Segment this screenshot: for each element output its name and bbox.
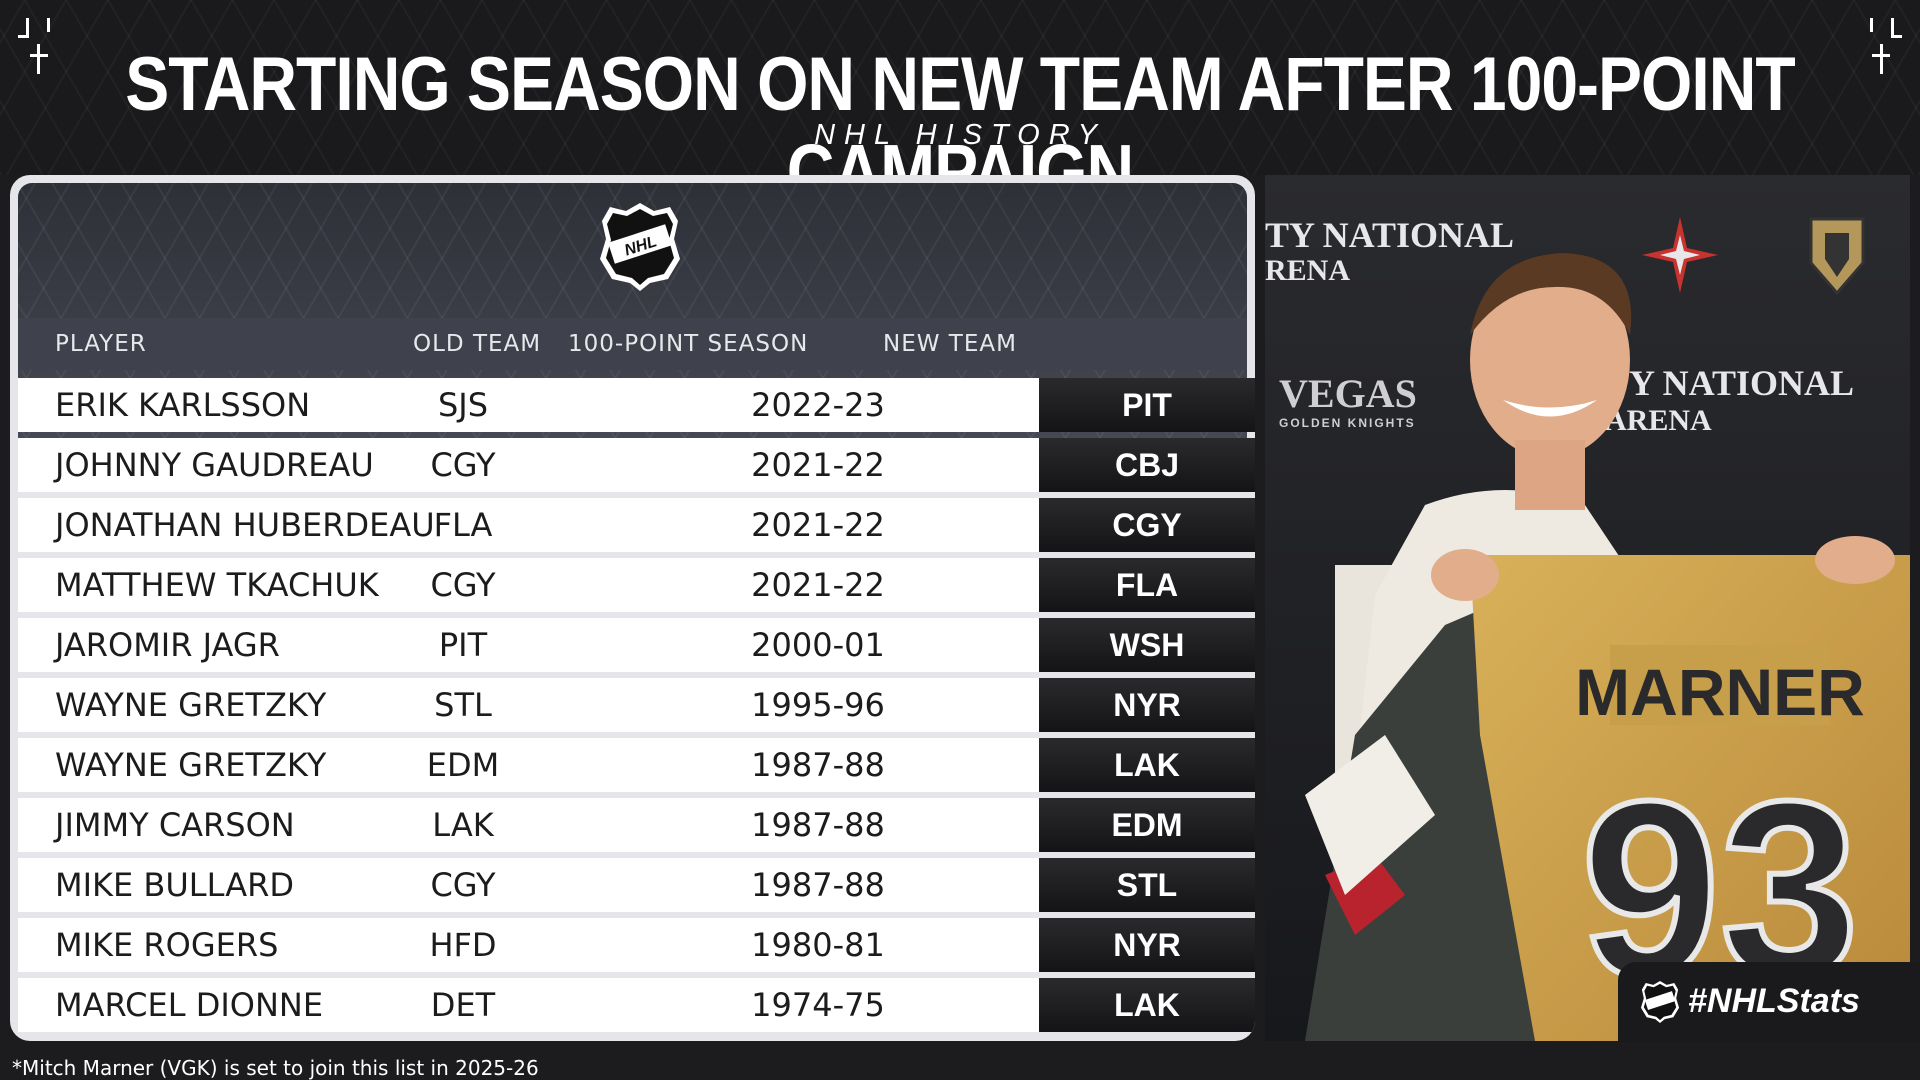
new-team: STL <box>1039 858 1255 912</box>
old-team: FLA <box>433 506 493 544</box>
column-header-old-team: OLD TEAM <box>413 331 542 357</box>
season: 2021-22 <box>751 446 885 484</box>
player-name: MARCEL DIONNE <box>55 986 324 1024</box>
table-row: JIMMY CARSON LAK 1987-88 EDM <box>18 798 1255 852</box>
new-team: LAK <box>1039 738 1255 792</box>
backdrop-text: GOLDEN KNIGHTS <box>1279 416 1416 430</box>
old-team: HFD <box>429 926 497 964</box>
table-row: MATTHEW TKACHUK CGY 2021-22 FLA <box>18 558 1255 612</box>
table-row: JOHNNY GAUDREAU CGY 2021-22 CBJ <box>18 438 1255 492</box>
backdrop-text: TY NATIONAL <box>1605 363 1854 403</box>
stats-hashtag: #NHLStats <box>1688 982 1860 1020</box>
table-row: WAYNE GRETZKY STL 1995-96 NYR <box>18 678 1255 732</box>
season: 2021-22 <box>751 506 885 544</box>
page-subtitle: NHL HISTORY <box>814 119 1106 151</box>
nhl-stats-badge: #NHLStats <box>1618 962 1920 1042</box>
old-team: CGY <box>430 866 496 904</box>
table-row: MARCEL DIONNE DET 1974-75 LAK <box>18 978 1255 1032</box>
old-team: DET <box>430 986 496 1024</box>
new-team: WSH <box>1039 618 1255 672</box>
old-team: PIT <box>438 626 488 664</box>
table-row: WAYNE GRETZKY EDM 1987-88 LAK <box>18 738 1255 792</box>
season: 2000-01 <box>751 626 885 664</box>
season: 1987-88 <box>751 806 885 844</box>
player-name: WAYNE GRETZKY <box>55 686 327 724</box>
new-team: PIT <box>1039 378 1255 432</box>
season: 2021-22 <box>751 566 885 604</box>
old-team: CGY <box>430 566 496 604</box>
column-header-player: PLAYER <box>55 331 147 357</box>
nhl-shield-icon <box>1640 981 1680 1023</box>
new-team: FLA <box>1039 558 1255 612</box>
sparkle-icon <box>18 18 50 74</box>
old-team: STL <box>434 686 492 724</box>
column-header-row: PLAYER OLD TEAM 100-POINT SEASON NEW TEA… <box>18 318 1247 370</box>
column-header-season: 100-POINT SEASON <box>568 331 809 357</box>
old-team: LAK <box>432 806 494 844</box>
footnote: *Mitch Marner (VGK) is set to join this … <box>12 1056 539 1080</box>
player-name: MIKE ROGERS <box>55 926 279 964</box>
player-name: JOHNNY GAUDREAU <box>55 446 374 484</box>
player-name: MATTHEW TKACHUK <box>55 566 379 604</box>
season: 1987-88 <box>751 866 885 904</box>
knight-helmet-icon <box>1809 217 1865 296</box>
old-team: CGY <box>430 446 496 484</box>
header-pattern <box>0 0 1920 175</box>
new-team: CBJ <box>1039 438 1255 492</box>
season: 1987-88 <box>751 746 885 784</box>
page-title: STARTING SEASON ON NEW TEAM AFTER 100-PO… <box>125 41 1795 214</box>
player-name: JIMMY CARSON <box>55 806 295 844</box>
table-row: ERIK KARLSSON SJS 2022-23 PIT <box>18 378 1255 432</box>
new-team: LAK <box>1039 978 1255 1032</box>
backdrop-text: RENA <box>1265 254 1350 287</box>
jersey-name: MARNER <box>1575 655 1865 729</box>
player-name: JONATHAN HUBERDEAU <box>55 506 435 544</box>
season: 1995-96 <box>751 686 885 724</box>
old-team: EDM <box>426 746 500 784</box>
season: 2022-23 <box>751 386 885 424</box>
player-name: WAYNE GRETZKY <box>55 746 327 784</box>
player-name: MIKE BULLARD <box>55 866 294 904</box>
table-row: MIKE BULLARD CGY 1987-88 STL <box>18 858 1255 912</box>
backdrop-text: VEGAS <box>1279 371 1417 416</box>
player-photo: TY NATIONAL RENA VEGAS GOLDEN KNIGHTS TY… <box>1265 175 1910 1041</box>
old-team: SJS <box>437 386 489 424</box>
player-name: ERIK KARLSSON <box>55 386 311 424</box>
table-row: JAROMIR JAGR PIT 2000-01 WSH <box>18 618 1255 672</box>
new-team: NYR <box>1039 678 1255 732</box>
sparkle-icon <box>1870 18 1902 74</box>
new-team: EDM <box>1039 798 1255 852</box>
table-row: MIKE ROGERS HFD 1980-81 NYR <box>18 918 1255 972</box>
nhl-shield-logo: NHL <box>600 203 680 291</box>
backdrop-text: ARENA <box>1605 404 1712 437</box>
backdrop-text: TY NATIONAL <box>1265 215 1514 255</box>
photo-illustration: TY NATIONAL RENA VEGAS GOLDEN KNIGHTS TY… <box>1265 175 1910 1041</box>
player-name: JAROMIR JAGR <box>55 626 280 664</box>
new-team: CGY <box>1039 498 1255 552</box>
table-row: JONATHAN HUBERDEAU FLA 2021-22 CGY <box>18 498 1255 552</box>
season: 1974-75 <box>751 986 885 1024</box>
stats-table: NHL PLAYER OLD TEAM 100-POINT SEASON NEW… <box>10 175 1255 1041</box>
season: 1980-81 <box>751 926 885 964</box>
column-header-new-team: NEW TEAM <box>883 331 1017 357</box>
star-logo-icon <box>1642 217 1718 293</box>
new-team: NYR <box>1039 918 1255 972</box>
table-body: ERIK KARLSSON SJS 2022-23 PIT JOHNNY GAU… <box>18 378 1255 1038</box>
